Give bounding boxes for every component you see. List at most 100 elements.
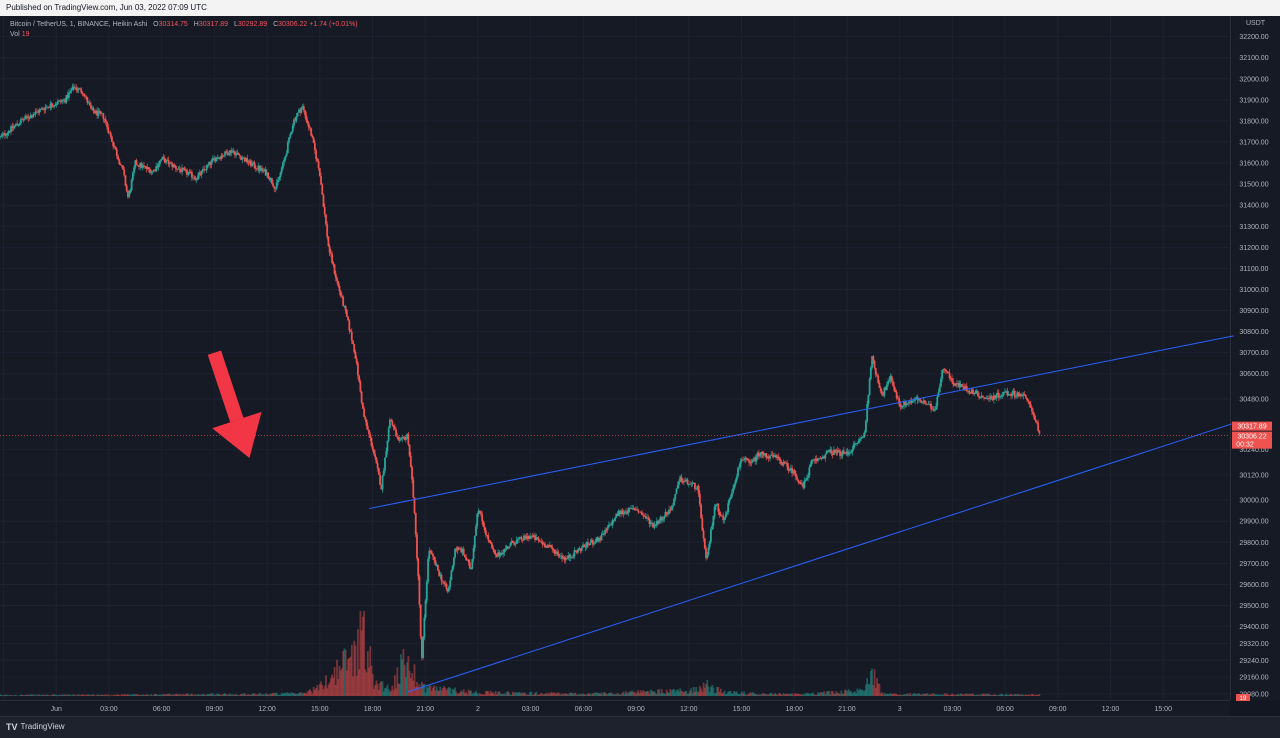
- price-tick-label: 31600.00: [1239, 161, 1268, 168]
- candle-body: [398, 437, 400, 440]
- candle-body: [922, 402, 924, 403]
- candle-body: [748, 460, 750, 462]
- price-tick-label: 30700.00: [1239, 350, 1268, 357]
- time-tick-label: 12:00: [680, 706, 698, 713]
- last-price-tag: 30317.89: [1237, 424, 1266, 431]
- candle-body: [239, 155, 241, 156]
- candle-body: [313, 138, 315, 143]
- candle-body: [359, 382, 361, 392]
- candle-body: [394, 427, 396, 429]
- candle-body: [614, 518, 616, 521]
- candle-body: [93, 108, 95, 111]
- candle-body: [361, 392, 363, 403]
- candle-body: [983, 397, 985, 398]
- candle-body: [636, 509, 638, 510]
- candle-body: [446, 584, 448, 589]
- candle-body: [735, 480, 737, 484]
- candle-body: [879, 383, 881, 388]
- candle-body: [834, 450, 836, 453]
- candle-body: [684, 481, 686, 482]
- candle-body: [85, 96, 87, 97]
- candle-body: [936, 397, 938, 406]
- candle-body: [1032, 412, 1034, 415]
- time-tick-label: 2: [476, 706, 480, 713]
- candle-body: [324, 207, 326, 214]
- candle-body: [475, 526, 477, 536]
- candle-body: [672, 506, 674, 508]
- candle-body: [319, 168, 321, 176]
- candle-body: [701, 518, 703, 531]
- candle-body: [464, 555, 466, 557]
- candle-body: [75, 88, 77, 90]
- candle-body: [201, 170, 203, 174]
- candle-body: [642, 515, 644, 516]
- candle-body: [673, 499, 675, 506]
- candle-body: [309, 127, 311, 128]
- candle-body: [945, 370, 947, 372]
- time-tick-label: 09:00: [627, 706, 645, 713]
- brand[interactable]: TV TradingView: [6, 721, 65, 733]
- candle-body: [358, 376, 360, 382]
- price-tick-label: 30900.00: [1239, 308, 1268, 315]
- candle-body: [384, 457, 386, 470]
- candle-body: [423, 618, 425, 638]
- candle-body: [551, 547, 553, 549]
- candle-body: [182, 168, 184, 169]
- candle-body: [872, 356, 874, 361]
- candle-body: [334, 264, 336, 273]
- trendline-2[interactable]: [408, 422, 1237, 692]
- candle-body: [126, 185, 128, 190]
- candle-body: [717, 504, 719, 512]
- candle-body: [399, 440, 401, 441]
- candle-body: [433, 556, 435, 560]
- candle-body: [345, 306, 347, 310]
- candle-body: [695, 488, 697, 489]
- candle-body: [405, 437, 407, 440]
- candle-body: [110, 132, 112, 136]
- candle-body: [704, 538, 706, 548]
- chart-legend: Bitcoin / TetherUS, 1, BINANCE, Heikin A…: [10, 20, 358, 40]
- candle-body: [719, 512, 721, 515]
- candle-body: [487, 535, 489, 540]
- time-tick-label: 18:00: [364, 706, 382, 713]
- candle-body: [357, 363, 359, 376]
- candle-body: [443, 582, 445, 584]
- candle-body: [431, 551, 433, 554]
- price-tick-label: 30120.00: [1239, 472, 1268, 479]
- candle-body: [930, 404, 932, 409]
- candle-body: [27, 117, 29, 118]
- candle-body: [120, 164, 122, 165]
- candle-body: [100, 112, 102, 114]
- candle-body: [594, 542, 596, 543]
- candle-body: [934, 410, 936, 411]
- candle-body: [780, 461, 782, 465]
- candle-body: [339, 286, 341, 291]
- candle-body: [858, 441, 860, 443]
- candle-body: [452, 566, 454, 571]
- candle-body: [805, 480, 807, 481]
- candle-body: [187, 173, 189, 175]
- price-tick-label: 30600.00: [1239, 371, 1268, 378]
- high-value: 30317.89: [199, 21, 228, 28]
- price-tick-label: 31800.00: [1239, 118, 1268, 125]
- candle-body: [514, 544, 516, 545]
- candle-body: [469, 562, 471, 568]
- candle-body: [961, 384, 963, 386]
- price-tick-label: 29400.00: [1239, 624, 1268, 631]
- annotation-arrow-shaft[interactable]: [214, 353, 236, 420]
- candle-body: [481, 514, 483, 521]
- candle-body: [378, 468, 380, 474]
- symbol-title[interactable]: Bitcoin / TetherUS, 1, BINANCE, Heikin A…: [10, 21, 147, 28]
- candle-body: [968, 391, 970, 393]
- candle-body: [859, 439, 861, 441]
- open-value: 30314.75: [159, 21, 188, 28]
- candle-body: [246, 158, 248, 163]
- close-price-tag: 30306.22: [1237, 434, 1266, 441]
- candle-body: [484, 527, 486, 531]
- time-tick-label: 03:00: [522, 706, 540, 713]
- time-tick-label: 21:00: [416, 706, 434, 713]
- candle-body: [756, 456, 758, 461]
- candle-body: [1029, 401, 1031, 404]
- time-tick-label: Jun: [51, 706, 62, 713]
